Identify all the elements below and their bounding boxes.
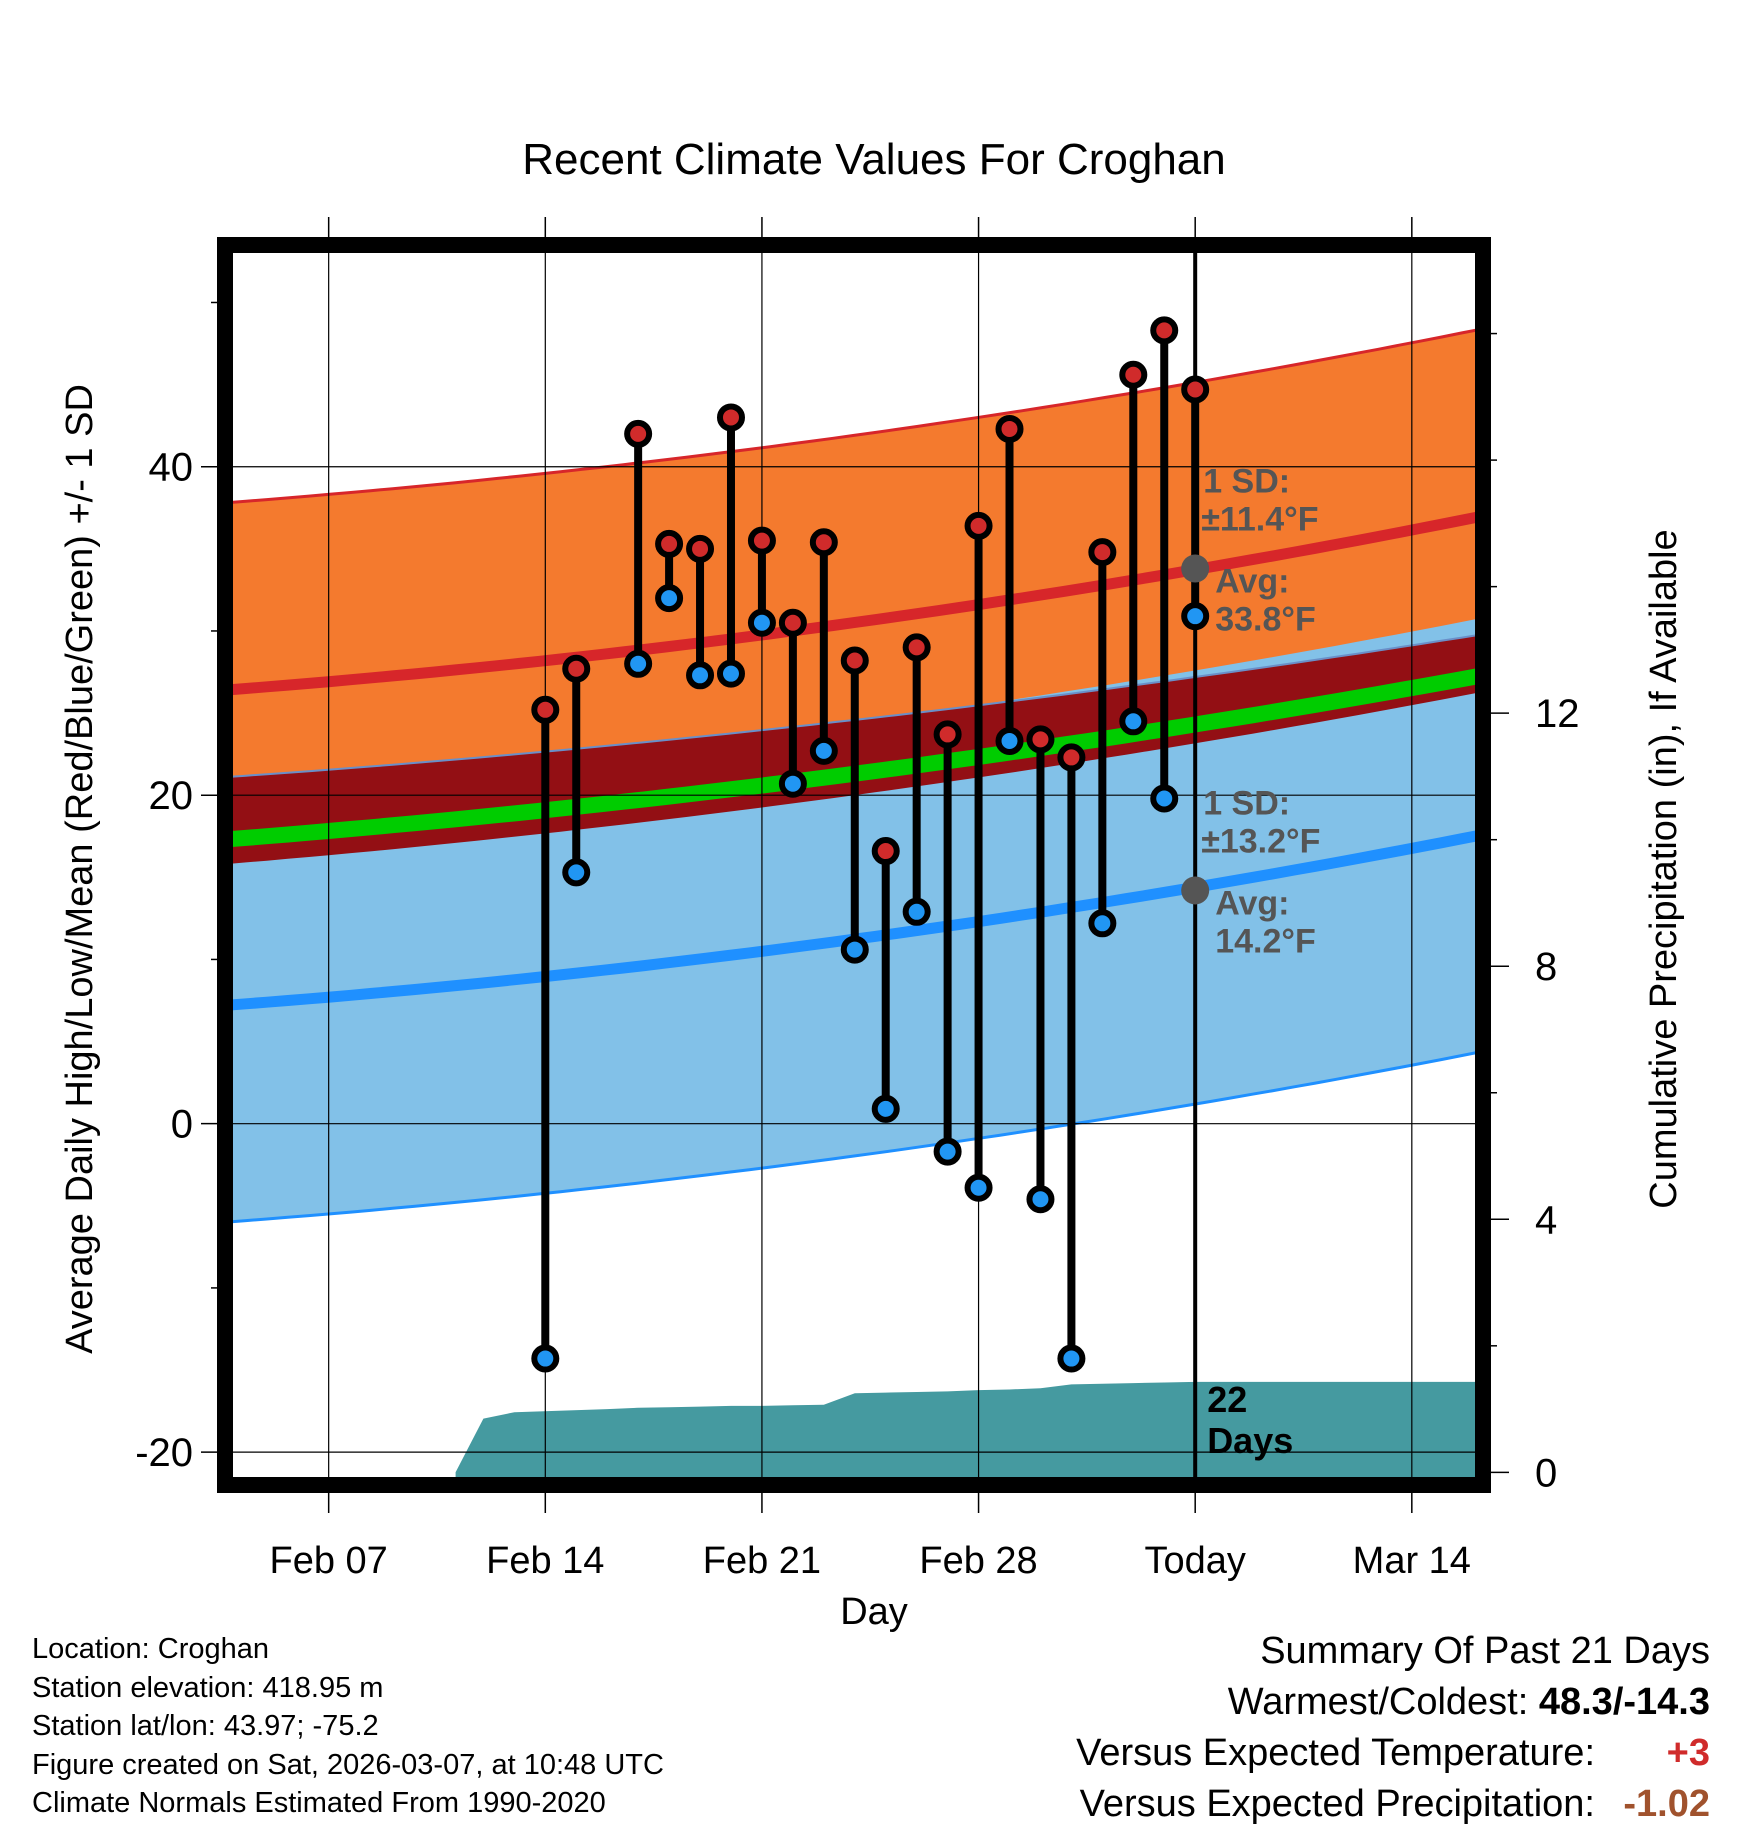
station-info: Location: Croghan Station elevation: 418… (32, 1630, 664, 1823)
location-text: Location: Croghan (32, 1633, 269, 1665)
high-avg-marker (1181, 554, 1210, 583)
high-sd-value: ±11.4°F (1201, 501, 1318, 539)
daily-low-point (1026, 1185, 1055, 1214)
y2-tick-label: 8 (1535, 945, 1557, 989)
daily-low-point (531, 1344, 560, 1373)
plot-area: Feb 07 Feb 14 Feb 21 Feb 28 Today Mar 14 -20 0 2… (135, 217, 1580, 1582)
daily-high-point (562, 654, 591, 683)
daily-low-point (809, 736, 838, 765)
summary-title: Summary Of Past 21 Days (1260, 1630, 1710, 1672)
temp-anomaly-label: Versus Expected Temperature: (1076, 1732, 1595, 1774)
precip-anomaly-label: Versus Expected Precipitation: (1079, 1783, 1595, 1825)
high-sd-upper-line (225, 327, 1483, 505)
low-avg-marker (1181, 876, 1210, 905)
warmest-coldest-row: Warmest/Coldest: 48.3/-14.3 (1076, 1677, 1710, 1728)
daily-low-point (871, 1094, 900, 1123)
daily-high-point (747, 526, 776, 555)
elevation-text: Station elevation: 418.95 m (32, 1671, 384, 1704)
plot-frame (217, 237, 1491, 1493)
daily-high-point (716, 403, 745, 432)
daily-low-point (1057, 1344, 1086, 1373)
daily-high-point (1181, 375, 1210, 404)
daily-low-point (1150, 784, 1179, 813)
daily-low-point (964, 1173, 993, 1202)
y-tick-label: -20 (135, 1431, 193, 1475)
low-avg-value: 14.2°F (1215, 922, 1316, 960)
daily-low-point (933, 1137, 962, 1166)
high-normal-line (225, 510, 1483, 696)
daily-high-point (778, 608, 807, 637)
daily-high-point (624, 419, 653, 448)
daily-high-point (1057, 743, 1086, 772)
daily-high-point (655, 529, 684, 558)
daily-high-point (995, 414, 1024, 443)
high-avg-value: 33.8°F (1215, 601, 1316, 639)
daily-low-point (655, 584, 684, 613)
daily-low-point (1181, 602, 1210, 631)
daily-low-point (624, 649, 653, 678)
daily-high-point (871, 837, 900, 866)
x-tick-label: Today (1144, 1540, 1245, 1582)
x-tick-label: Mar 14 (1353, 1540, 1471, 1582)
low-sd-value: ±13.2°F (1201, 822, 1320, 860)
daily-low-point (840, 935, 869, 964)
x-tick-label: Feb 28 (919, 1540, 1037, 1582)
y2-tick-label: 4 (1535, 1198, 1557, 1242)
x-axis-label: Day (840, 1591, 908, 1633)
summary-panel: Summary Of Past 21 Days Warmest/Coldest:… (1076, 1626, 1710, 1830)
daily-low-point (562, 858, 591, 887)
y-tick-label: 20 (149, 774, 194, 818)
daily-low-point (1119, 707, 1148, 736)
daily-high-point (686, 534, 715, 563)
daily-high-point (902, 633, 931, 662)
daily-high-point (1026, 725, 1055, 754)
daily-low-point (1088, 909, 1117, 938)
daily-high-point (933, 720, 962, 749)
y-tick-label: 0 (171, 1103, 193, 1147)
latlon-text: Station lat/lon: 43.97; -75.2 (32, 1710, 379, 1742)
temp-anomaly-value: +3 (1666, 1732, 1710, 1774)
daily-high-point (1088, 538, 1117, 567)
y2-axis-label: Cumulative Precipitation (in), If Availa… (1643, 529, 1685, 1208)
daily-high-point (964, 511, 993, 540)
precip-area (455, 1381, 1483, 1485)
precip-anomaly-value: -1.02 (1623, 1783, 1710, 1825)
warmest-coldest-value: 48.3/-14.3 (1538, 1681, 1710, 1723)
daily-high-point (531, 695, 560, 724)
days-unit-label: Days (1207, 1420, 1293, 1461)
low-sd-lower-line (225, 1049, 1483, 1224)
y-axis-label: Average Daily High/Low/Mean (Red/Blue/Gr… (59, 384, 101, 1354)
daily-high-point (809, 528, 838, 557)
created-text: Figure created on Sat, 2026-03-07, at 10… (32, 1748, 664, 1781)
x-tick-label: Feb 14 (486, 1540, 604, 1582)
x-tick-label: Feb 21 (703, 1540, 821, 1582)
daily-high-point (1119, 360, 1148, 389)
y2-tick-label: 0 (1535, 1451, 1557, 1495)
daily-low-point (902, 897, 931, 926)
daily-high-point (840, 646, 869, 675)
daily-low-point (747, 608, 776, 637)
normals-text: Climate Normals Estimated From 1990-2020 (32, 1787, 606, 1819)
daily-low-point (716, 659, 745, 688)
high-avg-label: Avg: (1215, 563, 1289, 601)
daily-high-point (1150, 316, 1179, 345)
chart-title: Recent Climate Values For Croghan (522, 135, 1226, 184)
daily-low-point (686, 661, 715, 690)
precip-anomaly-row: Versus Expected Precipitation: -1.02 (1076, 1779, 1710, 1830)
daily-low-point (778, 769, 807, 798)
daily-low-point (995, 727, 1024, 755)
low-sd-label: 1 SD: (1203, 784, 1290, 822)
warmest-coldest-label: Warmest/Coldest: (1227, 1681, 1539, 1723)
x-tick-label: Feb 07 (270, 1540, 388, 1582)
low-avg-label: Avg: (1215, 884, 1289, 922)
temp-anomaly-row: Versus Expected Temperature: +3 (1076, 1728, 1710, 1779)
y-tick-label: 40 (149, 446, 194, 490)
y2-tick-label: 12 (1535, 692, 1580, 736)
days-count-label: 22 (1207, 1379, 1247, 1420)
high-sd-label: 1 SD: (1203, 463, 1290, 501)
